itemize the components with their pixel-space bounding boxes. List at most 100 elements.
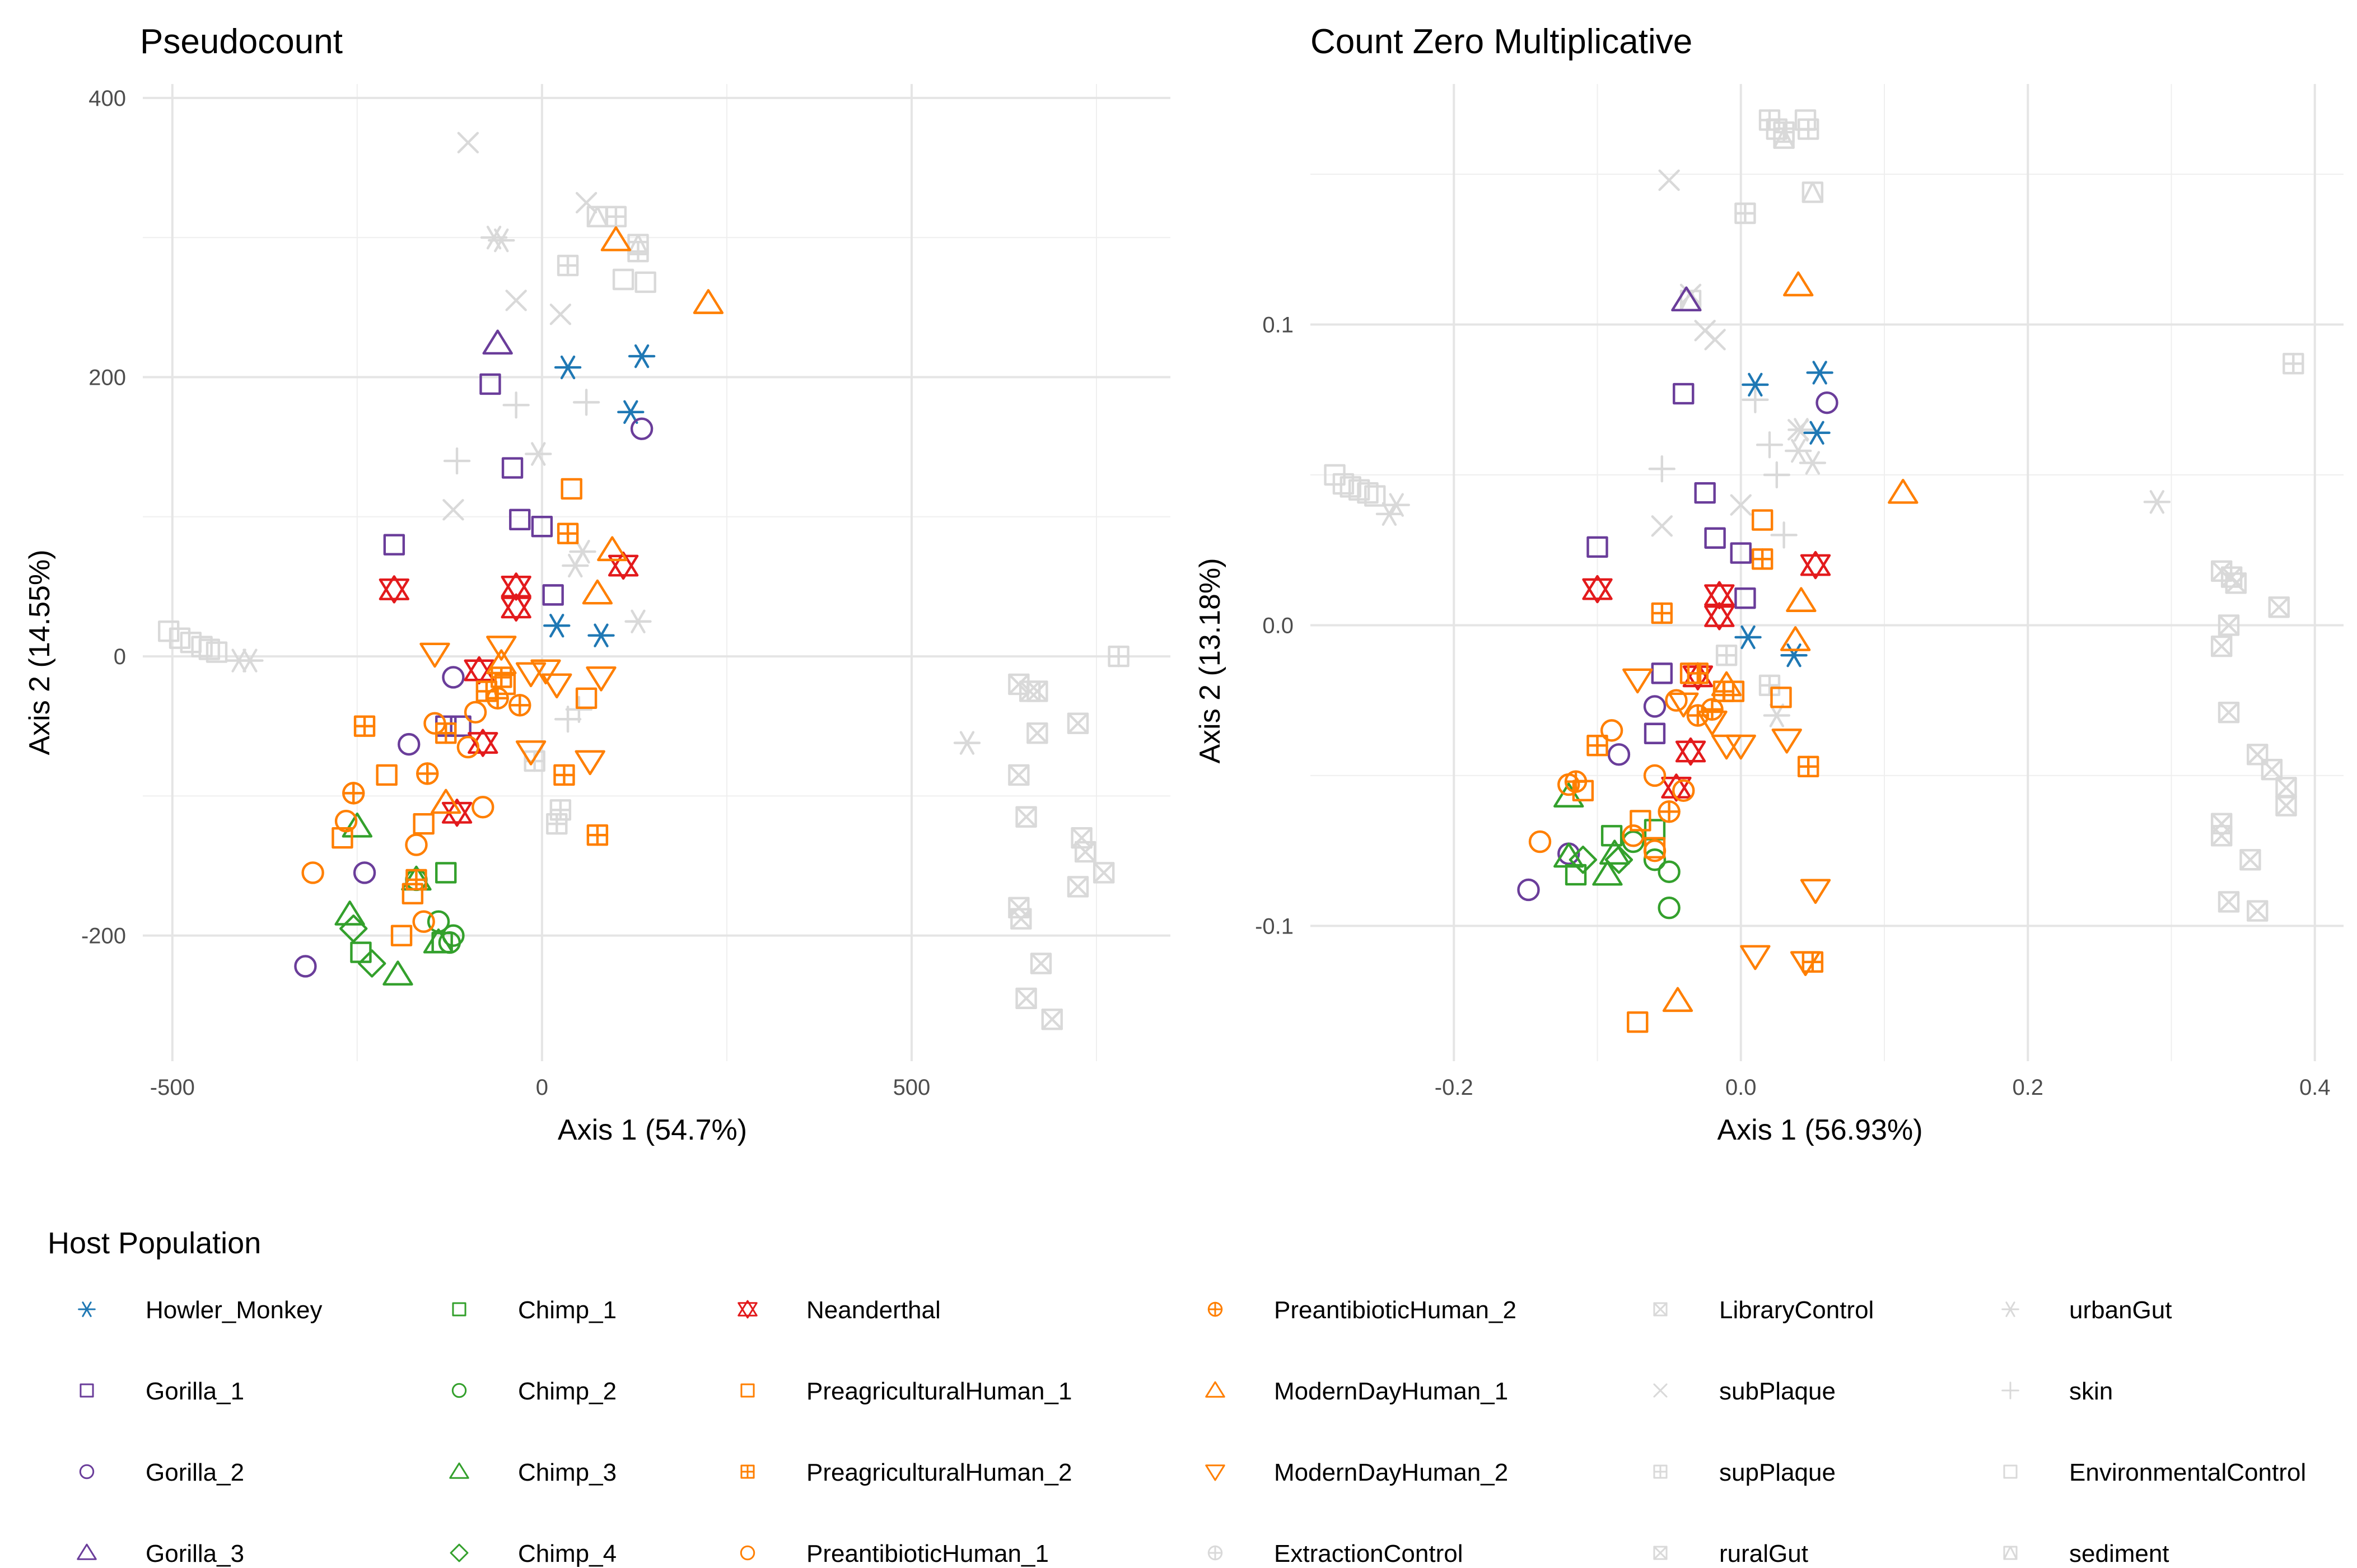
point-urbangut: urbanGut [225,648,253,673]
point-skin: skin [1763,461,1791,489]
point-ruralgut: ruralGut [1041,1009,1063,1030]
point-moderndayhuman-2: ModernDayHuman_2 [575,750,605,776]
point-preantibiotichuman-2: PreantibioticHuman_2 [342,782,365,805]
point-urbangut: urbanGut [1787,418,1815,442]
legend-item-chimp-2: Chimp_2 [451,1378,617,1405]
legend-key-asterisk-icon [2001,1301,2019,1317]
point-preantibiotichuman-1: PreantibioticHuman_1 [1528,830,1552,853]
point-moderndayhuman-1: ModernDayHuman_1 [1780,626,1811,651]
point-urbangut: urbanGut [1785,438,1812,463]
point-urbangut: urbanGut [1383,493,1410,517]
point-ruralgut: ruralGut [1015,806,1037,828]
legend-key-circle-icon [740,1545,755,1561]
point-environmentalcontrol: EnvironmentalControl [198,638,221,660]
point-gorilla-3: Gorilla_3 [1671,286,1702,312]
point-environmentalcontrol: EnvironmentalControl [158,620,180,642]
point-preantibiotichuman-2: PreantibioticHuman_2 [1658,800,1681,823]
point-gorilla-1: Gorilla_1 [1586,536,1608,558]
point-preagriculturalhuman-1: PreagriculturalHuman_1 [1627,1011,1649,1033]
point-gorilla-2: Gorilla_2 [630,417,654,440]
legend-key-triangle-up-icon [77,1543,97,1560]
point-moderndayhuman-1: ModernDayHuman_1 [431,788,461,814]
legend-item-supplaque: supPlaque [1653,1459,1836,1486]
point-preagriculturalhuman-2: PreagriculturalHuman_2 [553,764,575,786]
point-preagriculturalhuman-2: PreagriculturalHuman_2 [1751,548,1773,570]
y-tick-label: 0.0 [1262,613,1294,638]
point-environmentalcontrol: EnvironmentalControl [191,636,213,657]
panel-title: Pseudocount [140,22,343,61]
legend-label: Neanderthal [806,1296,941,1324]
point-preagriculturalhuman-2: PreagriculturalHuman_2 [586,824,609,846]
point-preagriculturalhuman-2: PreagriculturalHuman_2 [1586,735,1608,757]
point-neanderthal: Neanderthal [464,656,494,685]
point-supplaque: supPlaque [1715,644,1738,666]
point-preantibiotichuman-1: PreantibioticHuman_1 [423,712,446,735]
legend-item-chimp-1: Chimp_1 [452,1296,617,1324]
point-ruralgut: ruralGut [2225,572,2247,594]
point-moderndayhuman-1: ModernDayHuman_1 [1888,479,1919,504]
point-moderndayhuman-2: ModernDayHuman_2 [530,659,561,685]
legend-item-librarycontrol: LibraryControl [1653,1296,1874,1324]
point-howler-monkey: Howler_Monkey [587,623,615,647]
point-urbangut: urbanGut [562,553,589,578]
legend-label: PreantibioticHuman_1 [806,1540,1049,1567]
point-neanderthal: Neanderthal [441,799,473,827]
point-preantibiotichuman-2: PreantibioticHuman_2 [486,687,509,710]
point-moderndayhuman-2: ModernDayHuman_2 [515,740,547,766]
point-preagriculturalhuman-2: PreagriculturalHuman_2 [353,715,376,737]
point-moderndayhuman-2: ModernDayHuman_2 [1622,668,1653,694]
point-ruralgut: ruralGut [2247,900,2269,922]
point-preantibiotichuman-1: PreantibioticHuman_1 [1600,719,1623,742]
point-sediment: sediment [1773,127,1795,149]
point-skin: skin [1648,455,1676,483]
point-urbangut: urbanGut [1375,502,1403,526]
legend-item-ruralgut: ruralGut [1653,1540,1808,1567]
point-moderndayhuman-2: ModernDayHuman_2 [1711,734,1742,760]
point-subplaque: subPlaque [457,132,479,153]
legend-item-extractioncontrol: ExtractionControl [1207,1540,1463,1567]
point-preantibiotichuman-1: PreantibioticHuman_1 [1672,779,1695,802]
point-gorilla-2: Gorilla_2 [442,666,465,689]
x-tick-label: 0 [536,1075,548,1100]
point-ruralgut: ruralGut [2239,849,2261,871]
point-gorilla-2: Gorilla_2 [398,732,421,756]
point-preantibiotichuman-1: PreantibioticHuman_1 [472,796,494,819]
legend-item-neanderthal: Neanderthal [738,1296,941,1324]
point-supplaque: supPlaque [1108,645,1130,668]
point-moderndayhuman-2: ModernDayHuman_2 [1697,710,1728,736]
point-moderndayhuman-2: ModernDayHuman_2 [486,636,517,661]
point-preagriculturalhuman-1: PreagriculturalHuman_1 [561,478,582,500]
point-chimp-4: Chimp_4 [1604,846,1633,874]
x-axis-label: Axis 1 (54.7%) [558,1114,747,1146]
x-axis-label: Axis 1 (56.93%) [1717,1114,1922,1146]
point-howler-monkey: Howler_Monkey [1780,643,1808,668]
legend-label: urbanGut [2069,1296,2172,1324]
plot-grid [1310,84,2344,1061]
point-moderndayhuman-2: ModernDayHuman_2 [542,673,572,699]
legend-item-preagriculturalhuman-1: PreagriculturalHuman_1 [740,1378,1072,1405]
legend-key-square-plus-icon [1653,1464,1668,1479]
legend-item-subplaque: subPlaque [1653,1378,1836,1405]
legend-item-howler-monkey: Howler_Monkey [78,1296,322,1324]
point-subplaque: subPlaque [505,290,527,311]
legend-label: ModernDayHuman_2 [1274,1459,1508,1486]
point-environmentalcontrol: EnvironmentalControl [634,271,656,293]
point-sediment: sediment [1801,181,1824,203]
point-chimp-1: Chimp_1 [435,862,457,884]
legend-key-square-icon [2003,1464,2018,1479]
point-preantibiotichuman-2: PreantibioticHuman_2 [1701,698,1724,721]
legend-key-square-x-icon [1653,1302,1668,1317]
point-ruralgut: ruralGut [1015,987,1037,1010]
point-preagriculturalhuman-1: PreagriculturalHuman_1 [575,687,598,710]
legend-item-moderndayhuman-2: ModernDayHuman_2 [1205,1459,1508,1486]
point-preantibiotichuman-1: PreantibioticHuman_1 [1622,824,1645,847]
point-chimp-4: Chimp_4 [1569,846,1598,874]
x-tick-label: -500 [150,1075,195,1100]
legend-label: Gorilla_3 [146,1540,244,1567]
legend-label: PreagriculturalHuman_1 [806,1378,1072,1405]
point-ruralgut: ruralGut [2210,635,2233,657]
point-urbangut: urbanGut [953,731,981,755]
point-neanderthal: Neanderthal [1582,575,1613,604]
legend-label: PreantibioticHuman_2 [1274,1296,1516,1324]
point-preagriculturalhuman-1: PreagriculturalHuman_1 [332,827,353,849]
